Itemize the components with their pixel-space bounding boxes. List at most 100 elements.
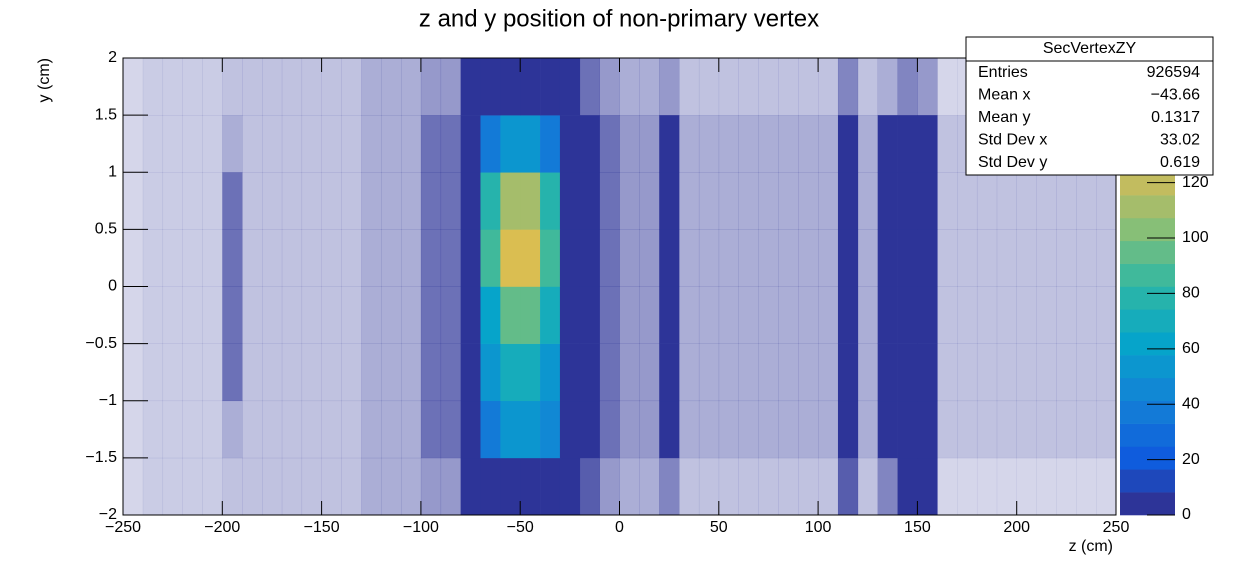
cell xyxy=(341,400,362,459)
cell xyxy=(381,286,402,344)
cell xyxy=(778,400,799,459)
cell xyxy=(301,286,322,344)
colorbar-band xyxy=(1120,240,1175,264)
cell xyxy=(857,400,878,459)
cell xyxy=(242,58,263,116)
z-tick-label: 80 xyxy=(1182,285,1200,302)
cell xyxy=(1096,400,1117,459)
cell xyxy=(758,343,779,402)
cell xyxy=(262,286,283,344)
cell xyxy=(420,58,442,116)
cell xyxy=(1076,343,1097,402)
cell xyxy=(818,400,839,459)
cell xyxy=(698,457,720,516)
y-tick-label: −2 xyxy=(99,506,117,523)
cell xyxy=(718,286,739,344)
cell xyxy=(738,286,759,344)
cell xyxy=(639,400,660,459)
cell xyxy=(321,229,342,287)
y-tick-label: 0.5 xyxy=(95,221,117,238)
stats-label: Mean x xyxy=(978,87,1030,104)
cell xyxy=(738,172,759,230)
cell xyxy=(758,286,779,344)
colorbar-band xyxy=(1120,469,1175,493)
cell xyxy=(520,229,541,287)
cell xyxy=(837,115,859,173)
cell xyxy=(520,400,541,459)
cell xyxy=(420,286,442,344)
cell xyxy=(361,115,382,173)
cell xyxy=(1096,343,1117,402)
cell xyxy=(639,229,660,287)
cell xyxy=(162,172,183,230)
cell xyxy=(659,58,680,116)
cell xyxy=(579,343,600,402)
cell xyxy=(718,172,739,230)
cell xyxy=(202,229,223,287)
cell xyxy=(420,115,442,173)
cell xyxy=(778,58,799,116)
cell xyxy=(381,457,402,516)
cell xyxy=(679,457,700,516)
cell xyxy=(778,457,799,516)
cell xyxy=(281,58,303,116)
stats-label: Std Dev x xyxy=(978,132,1047,149)
stats-value: 0.1317 xyxy=(1151,109,1200,126)
cell xyxy=(837,343,859,402)
cell xyxy=(460,172,481,230)
cell xyxy=(619,172,640,230)
cell xyxy=(540,58,561,116)
cell xyxy=(877,58,898,116)
cell xyxy=(1096,229,1117,287)
cell xyxy=(758,172,779,230)
cell xyxy=(957,457,978,516)
cell xyxy=(659,457,680,516)
cell xyxy=(401,58,422,116)
cell xyxy=(301,172,322,230)
x-tick-label: −200 xyxy=(204,519,240,536)
cell xyxy=(222,229,243,287)
z-tick-label: 100 xyxy=(1182,229,1209,246)
cell xyxy=(1076,457,1097,516)
cell xyxy=(957,172,978,230)
cell xyxy=(738,343,759,402)
cell xyxy=(1016,400,1037,459)
cell xyxy=(698,229,720,287)
cell xyxy=(897,172,918,230)
cell xyxy=(420,400,442,459)
cell xyxy=(1036,286,1057,344)
cell xyxy=(857,172,878,230)
z-tick-label: 120 xyxy=(1182,174,1209,191)
z-tick-label: 20 xyxy=(1182,451,1200,468)
cell xyxy=(917,400,938,459)
cell xyxy=(182,172,203,230)
cell xyxy=(857,286,878,344)
cell xyxy=(520,115,541,173)
cell xyxy=(1056,400,1077,459)
cell xyxy=(301,457,322,516)
cell xyxy=(540,172,561,230)
cell xyxy=(937,457,958,516)
cell xyxy=(142,400,164,459)
cell xyxy=(1056,457,1077,516)
cell xyxy=(281,457,303,516)
x-tick-label: −250 xyxy=(105,519,141,536)
cell xyxy=(639,343,660,402)
stats-box: SecVertexZY Entries 926594 Mean x −43.66 Mean… xyxy=(965,36,1214,176)
cell xyxy=(142,457,164,516)
cell xyxy=(440,457,461,516)
colorbar-band xyxy=(1120,355,1175,379)
cell xyxy=(202,457,223,516)
cell xyxy=(937,286,958,344)
cell xyxy=(599,400,620,459)
stats-value: 33.02 xyxy=(1160,132,1200,149)
cell xyxy=(718,400,739,459)
cell xyxy=(897,58,918,116)
cell xyxy=(401,229,422,287)
cell xyxy=(917,58,938,116)
x-tick-label: 0 xyxy=(615,519,624,536)
cell xyxy=(837,457,859,516)
cell xyxy=(460,286,481,344)
x-tick-label: −100 xyxy=(403,519,439,536)
cell xyxy=(500,115,521,173)
